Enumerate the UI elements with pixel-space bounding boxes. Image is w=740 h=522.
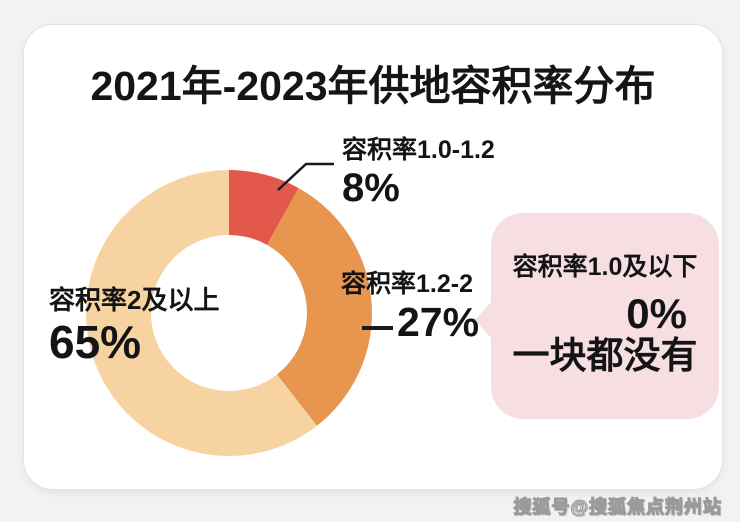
- slice-name: 容积率1.2-2: [341, 270, 473, 298]
- callout-note: 一块都没有: [512, 335, 698, 376]
- slice-value: 8%: [342, 166, 400, 210]
- chart-title: 2021年-2023年供地容积率分布: [90, 63, 656, 109]
- slice-value: 65%: [49, 316, 142, 368]
- donut-hole: [151, 235, 307, 391]
- slice-label-27pct: 容积率1.2-2 27%: [341, 269, 479, 345]
- slice-label-65pct: 容积率2及以上 65%: [49, 283, 219, 367]
- slice-label-8pct: 容积率1.0-1.2 8%: [342, 135, 495, 211]
- slice-name: 容积率2及以上: [49, 285, 220, 315]
- callout-value: 0%: [626, 290, 687, 337]
- slice-value: 27%: [397, 299, 480, 345]
- watermark-text: 搜狐号@搜狐焦点荆州站: [513, 497, 722, 518]
- chart-card: 2021年-2023年供地容积率分布 容积率1.0-1.2 8% 容积率1.2-…: [23, 24, 723, 490]
- slice-name: 容积率1.0-1.2: [342, 136, 495, 164]
- callout-title: 容积率1.0及以下: [512, 253, 698, 281]
- callout-bubble: 容积率1.0及以下 0% 一块都没有: [475, 213, 719, 419]
